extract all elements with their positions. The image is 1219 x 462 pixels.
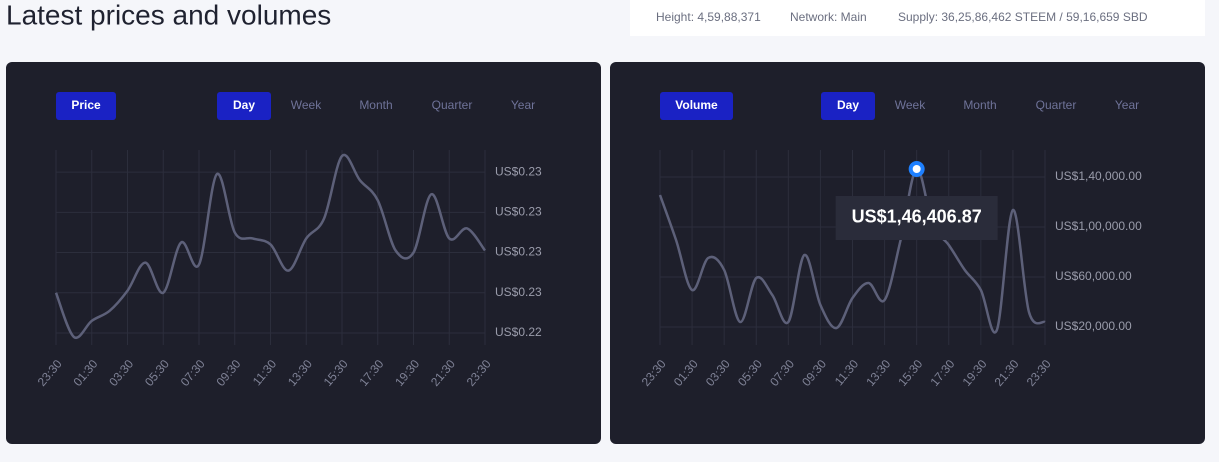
y-tick-label: US$20,000.00 bbox=[1055, 319, 1132, 333]
range-tab[interactable]: Quarter bbox=[432, 98, 473, 112]
series-line bbox=[54, 153, 487, 340]
stats-box bbox=[630, 0, 1205, 36]
tooltip-label: US$1,46,406.87 bbox=[852, 207, 982, 227]
y-tick-label: US$0.23 bbox=[495, 164, 542, 178]
metric-button[interactable] bbox=[660, 92, 733, 120]
range-tab-active[interactable] bbox=[217, 92, 271, 120]
stat: Supply: 36,25,86,462 STEEM / 59,16,659 S… bbox=[898, 10, 1148, 24]
y-tick-label: US$0.22 bbox=[495, 325, 542, 339]
y-tick-label: US$0.23 bbox=[495, 204, 542, 218]
range-tab[interactable]: Week bbox=[895, 98, 926, 112]
range-tab[interactable]: Quarter bbox=[1036, 98, 1077, 112]
range-tab[interactable]: Year bbox=[511, 98, 535, 112]
series-line bbox=[658, 167, 1046, 334]
y-tick-label: US$60,000.00 bbox=[1055, 269, 1132, 283]
range-tab[interactable]: Day bbox=[233, 98, 255, 112]
y-tick-label: US$0.23 bbox=[495, 245, 542, 259]
metric-button[interactable] bbox=[56, 92, 116, 120]
y-tick-label: US$1,00,000.00 bbox=[1055, 219, 1142, 233]
range-tab[interactable]: Week bbox=[291, 98, 322, 112]
range-tab[interactable]: Day bbox=[837, 98, 859, 112]
y-tick-label: US$0.23 bbox=[495, 285, 542, 299]
stat: Network: Main bbox=[790, 10, 867, 24]
range-tab[interactable]: Year bbox=[1115, 98, 1139, 112]
range-tab[interactable]: Month bbox=[359, 98, 392, 112]
stat: Height: 4,59,88,371 bbox=[656, 10, 761, 24]
metric-button-label: Volume bbox=[675, 98, 718, 112]
active-point-center bbox=[912, 164, 921, 173]
range-tab[interactable]: Month bbox=[963, 98, 996, 112]
chart-panel bbox=[610, 62, 1205, 444]
tooltip bbox=[835, 195, 998, 240]
range-tab-active[interactable] bbox=[821, 92, 875, 120]
y-tick-label: US$1,40,000.00 bbox=[1055, 169, 1142, 183]
metric-button-label: Price bbox=[71, 98, 101, 112]
page-title: Latest prices and volumes bbox=[6, 0, 331, 30]
